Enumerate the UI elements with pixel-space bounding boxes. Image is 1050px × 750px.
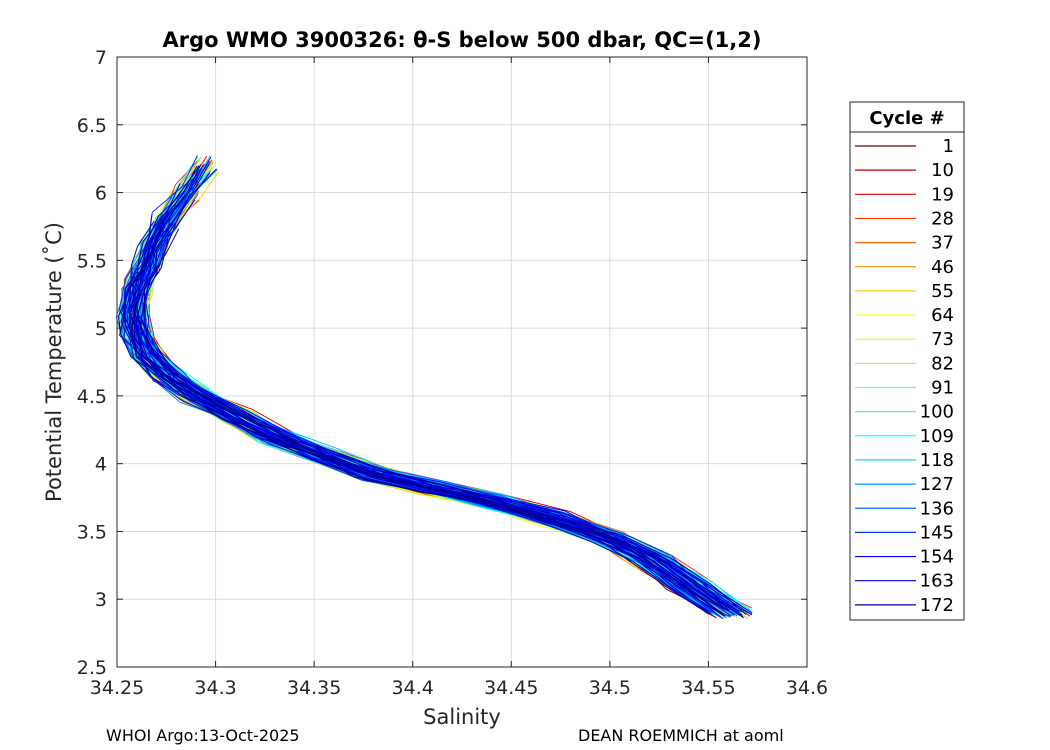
- cycle-profile-line: [137, 218, 747, 615]
- y-tick-label: 3.5: [77, 521, 107, 543]
- cycle-profile-line: [129, 193, 725, 617]
- x-tick-label: 34.6: [786, 677, 828, 699]
- legend-entry-label: 64: [931, 305, 954, 326]
- x-tick-label: 34.45: [484, 677, 538, 699]
- cycle-profile-line: [143, 168, 744, 618]
- legend-entry-label: 145: [920, 522, 954, 543]
- y-tick-label: 5.5: [77, 250, 107, 272]
- cycle-profile-line: [120, 226, 717, 619]
- cycle-profile-line: [130, 221, 725, 617]
- legend-entry-label: 28: [931, 208, 954, 229]
- legend-entry-label: 37: [931, 233, 954, 254]
- cycle-profile-line: [117, 220, 710, 615]
- legend-items: 1 10 19 28 37 46 55 64 73 82 91 100 109 118 127 136 145 1…: [855, 136, 954, 616]
- chart-title: Argo WMO 3900326: θ-S below 500 dbar, QC…: [163, 28, 762, 52]
- legend-entry-label: 55: [931, 281, 954, 302]
- plot-frame: [116, 56, 808, 668]
- legend-entry-label: 19: [931, 184, 954, 205]
- legend-entry-label: 163: [920, 571, 954, 592]
- y-tick-label: 2.5: [77, 657, 107, 679]
- legend-entry-label: 154: [920, 547, 954, 568]
- legend-entry-label: 73: [931, 329, 954, 350]
- axis-ticks: 34.25 34.3 34.35 34.4 34.45 34.5 34.55 34.62.53…: [77, 47, 828, 699]
- legend-entry-label: 100: [920, 402, 954, 423]
- x-tick-label: 34.25: [90, 677, 144, 699]
- legend-title: Cycle #: [869, 108, 944, 129]
- x-tick-label: 34.3: [194, 677, 236, 699]
- footer-right: DEAN ROEMMICH at aoml: [578, 726, 784, 745]
- legend-entry-label: 118: [920, 450, 954, 471]
- x-tick-label: 34.35: [287, 677, 341, 699]
- grid: [117, 57, 807, 667]
- y-tick-label: 3: [95, 589, 107, 611]
- x-tick-label: 34.4: [392, 677, 434, 699]
- legend-entry-label: 127: [920, 474, 954, 495]
- legend: Cycle # 1 10 19 28 37 46 55 64 73 82 91 100 109 118 12…: [849, 101, 965, 621]
- y-tick-label: 6: [95, 183, 107, 205]
- x-tick-label: 34.5: [589, 677, 631, 699]
- x-axis-label: Salinity: [423, 705, 501, 729]
- y-tick-label: 6.5: [77, 115, 107, 137]
- legend-entry-label: 1: [943, 136, 954, 157]
- legend-entry-label: 136: [920, 498, 954, 519]
- legend-entry-label: 172: [920, 595, 954, 616]
- y-tick-label: 5: [95, 318, 107, 340]
- y-tick-label: 4.5: [77, 386, 107, 408]
- data-lines: [115, 155, 753, 620]
- legend-entry-label: 109: [920, 426, 954, 447]
- legend-entry-label: 10: [931, 160, 954, 181]
- y-tick-label: 7: [95, 47, 107, 69]
- x-tick-label: 34.55: [681, 677, 735, 699]
- y-axis-label: Potential Temperature (˚C): [42, 222, 66, 502]
- legend-box: [849, 101, 965, 621]
- footer-left: WHOI Argo:13-Oct-2025: [106, 726, 300, 745]
- y-tick-label: 4: [95, 454, 107, 476]
- cycle-profile-line: [128, 214, 724, 610]
- legend-entry-label: 91: [931, 378, 954, 399]
- legend-entry-label: 82: [931, 353, 954, 374]
- legend-entry-label: 46: [931, 257, 954, 278]
- cycle-profile-line: [132, 164, 729, 612]
